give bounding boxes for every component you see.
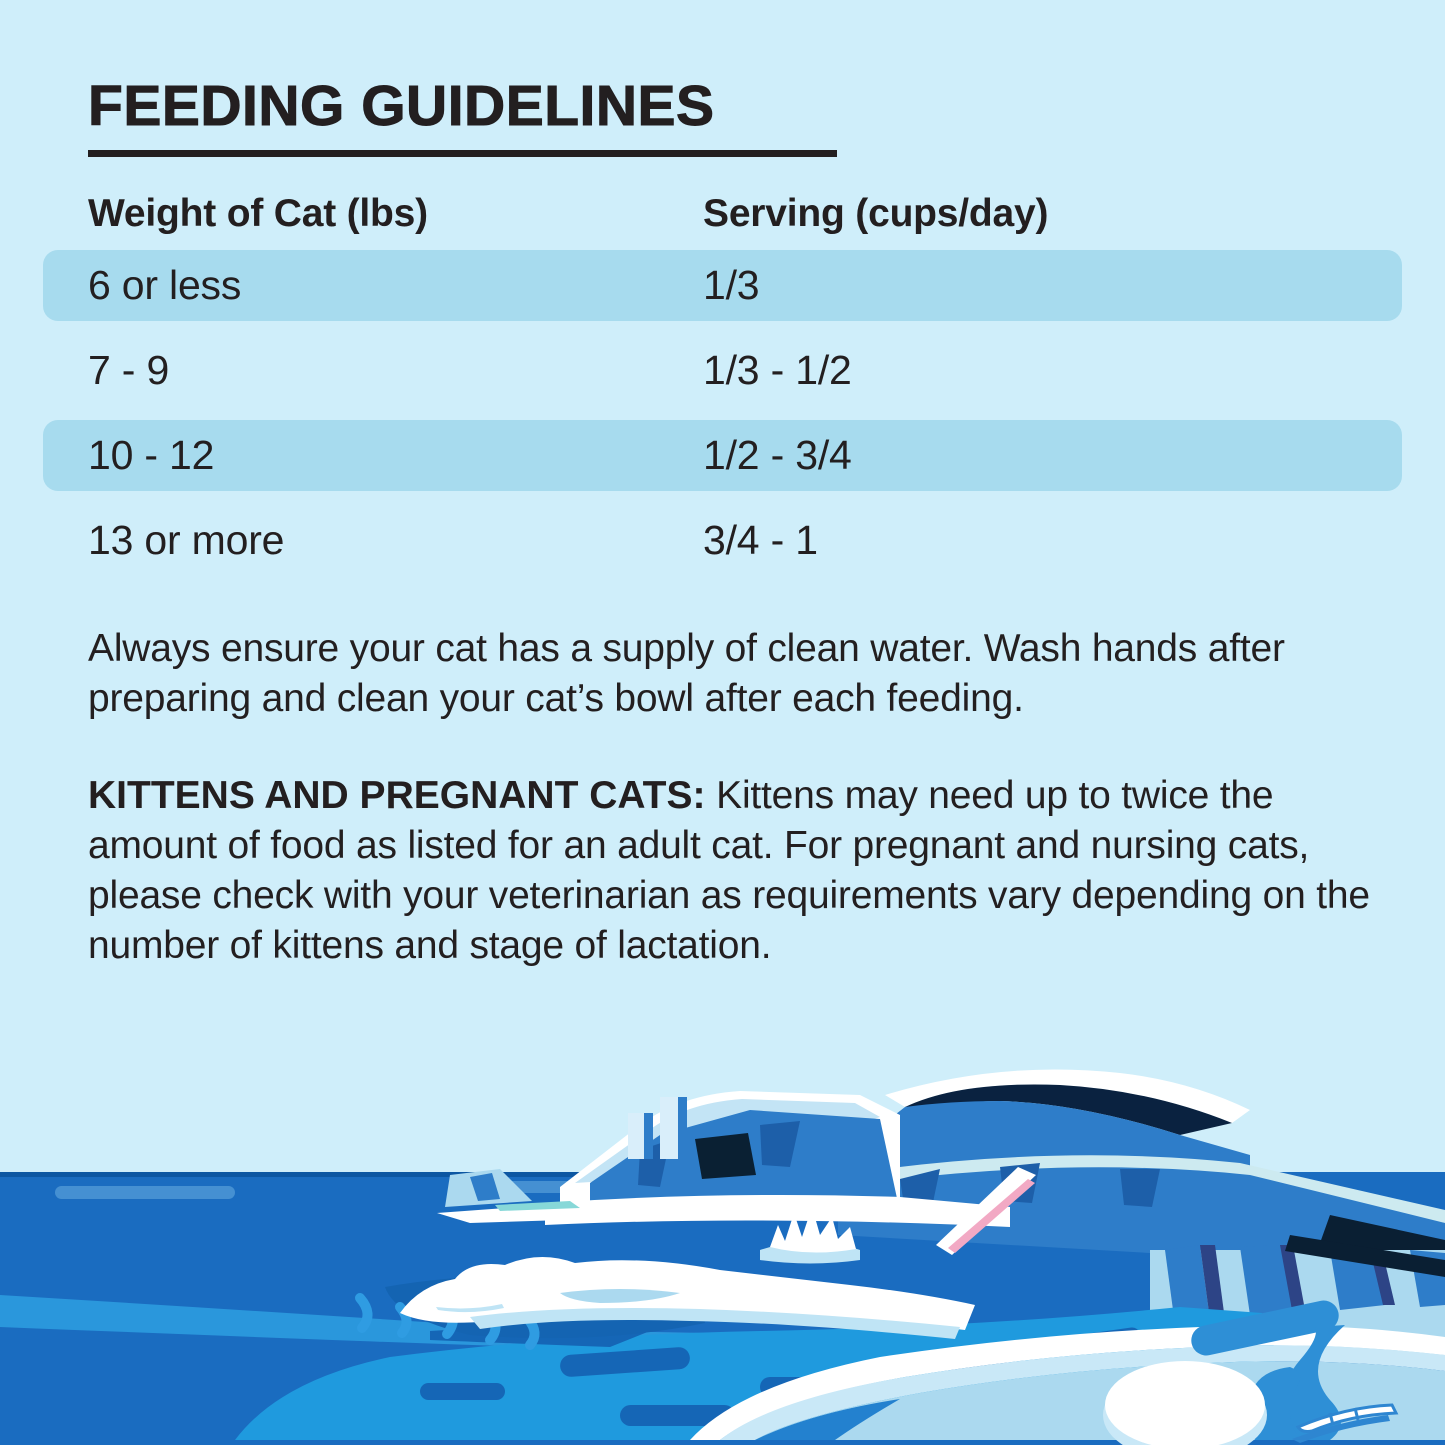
coastline-illustration <box>0 1069 1445 1445</box>
rowboat <box>1292 1403 1399 1443</box>
snow-mounds <box>430 1285 1267 1445</box>
serving-cell: 3/4 - 1 <box>703 517 818 563</box>
headland <box>545 1091 1010 1227</box>
weight-cell: 10 - 12 <box>88 432 215 478</box>
kittens-note-body: Kittens may need up to twice the amount … <box>88 774 1370 967</box>
column-header-weight: Weight of Cat (lbs) <box>88 191 428 235</box>
weight-cell: 13 or more <box>88 517 285 563</box>
serving-cell: 1/2 - 3/4 <box>703 432 852 478</box>
column-header-serving: Serving (cups/day) <box>703 191 1049 235</box>
table-row: 7 - 9 1/3 - 1/2 <box>43 335 1402 406</box>
table-header-row: Weight of Cat (lbs) Serving (cups/day) <box>43 191 1402 235</box>
page-title: FEEDING GUIDELINES <box>88 74 715 138</box>
clean-water-note: Always ensure your cat has a supply of c… <box>88 627 1285 720</box>
title-underline <box>88 150 837 157</box>
weight-cell: 7 - 9 <box>88 347 170 393</box>
table-row: 6 or less 1/3 <box>43 250 1402 321</box>
serving-cell: 1/3 - 1/2 <box>703 347 852 393</box>
foam-crest <box>400 1207 975 1339</box>
kittens-pregnant-note: KITTENS AND PREGNANT CATS: Kittens may n… <box>88 771 1388 971</box>
pink-stripe-accent <box>936 1167 1036 1255</box>
ice-shelf <box>437 1169 785 1223</box>
weight-cell: 6 or less <box>88 262 242 308</box>
table-row: 13 or more 3/4 - 1 <box>43 505 1402 576</box>
feeding-table: Weight of Cat (lbs) Serving (cups/day) 6… <box>43 191 1402 576</box>
table-row: 10 - 12 1/2 - 3/4 <box>43 420 1402 491</box>
serving-cell: 1/3 <box>703 262 760 308</box>
kittens-note-lead: KITTENS AND PREGNANT CATS: <box>88 774 706 817</box>
